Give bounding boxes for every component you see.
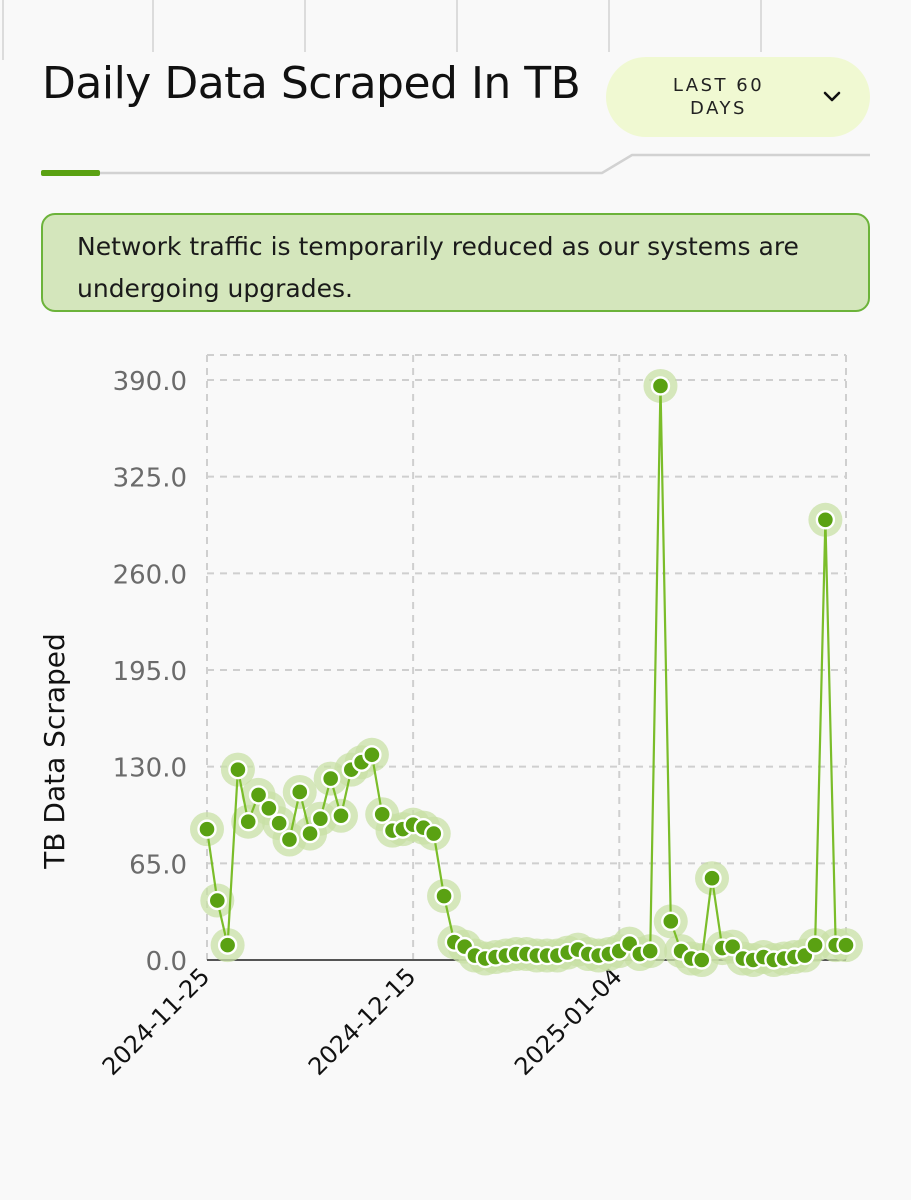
data-point xyxy=(238,811,258,832)
data-point xyxy=(269,813,289,833)
chart-grid xyxy=(206,354,847,961)
data-point xyxy=(692,950,712,970)
data-point xyxy=(424,823,444,844)
series-points xyxy=(197,376,856,970)
data-point xyxy=(310,809,331,829)
y-tick-label: 260.0 xyxy=(113,560,187,590)
title-underline xyxy=(41,153,870,176)
data-point xyxy=(805,935,825,955)
page-title: Daily Data Scraped In TB xyxy=(42,58,581,109)
x-tick-label: 2024-11-25 xyxy=(97,962,215,1080)
y-tick-label: 65.0 xyxy=(129,850,187,880)
top-grid-remnant xyxy=(2,0,762,60)
data-point xyxy=(650,376,671,396)
data-point xyxy=(320,768,341,789)
date-range-dropdown[interactable]: LAST 60 DAYS xyxy=(606,57,870,137)
x-axis-ticks: 2024-11-25 2024-12-15 2025-01-04 xyxy=(97,962,628,1080)
data-point xyxy=(207,890,228,911)
y-axis-ticks: 0.0 65.0 130.0 195.0 260.0 325.0 390.0 xyxy=(113,367,187,977)
y-tick-label: 325.0 xyxy=(113,464,187,494)
data-point xyxy=(372,804,392,824)
data-point xyxy=(331,806,351,826)
y-tick-label: 390.0 xyxy=(113,367,187,397)
y-tick-label: 0.0 xyxy=(146,947,187,977)
data-point xyxy=(702,868,722,888)
data-point xyxy=(362,745,382,765)
series-line xyxy=(205,384,846,962)
date-range-label: LAST 60 DAYS xyxy=(672,75,765,119)
chart-series xyxy=(190,368,863,977)
x-tick-label: 2025-01-04 xyxy=(509,962,627,1080)
data-point xyxy=(279,829,300,850)
series-halos xyxy=(190,368,863,977)
y-tick-label: 195.0 xyxy=(113,657,187,687)
data-point xyxy=(228,759,248,780)
y-axis-title: TB Data Scraped xyxy=(38,633,71,870)
data-point xyxy=(300,823,320,844)
data-point xyxy=(259,798,279,819)
line-chart: 0.0 65.0 130.0 195.0 260.0 325.0 390.0 2024-11… xyxy=(38,354,863,1081)
data-point xyxy=(815,510,836,530)
data-point xyxy=(217,935,238,955)
data-point xyxy=(640,941,660,961)
data-point xyxy=(836,935,856,955)
data-point xyxy=(722,936,743,957)
data-point xyxy=(248,785,269,805)
data-point xyxy=(197,819,217,839)
y-tick-label: 130.0 xyxy=(113,754,187,784)
x-tick-label: 2024-12-15 xyxy=(303,962,421,1080)
chevron-down-icon xyxy=(823,91,841,102)
data-point xyxy=(290,782,310,802)
maintenance-notice: Network traffic is temporarily reduced a… xyxy=(41,213,870,312)
data-point xyxy=(661,911,681,932)
data-point xyxy=(434,886,454,906)
